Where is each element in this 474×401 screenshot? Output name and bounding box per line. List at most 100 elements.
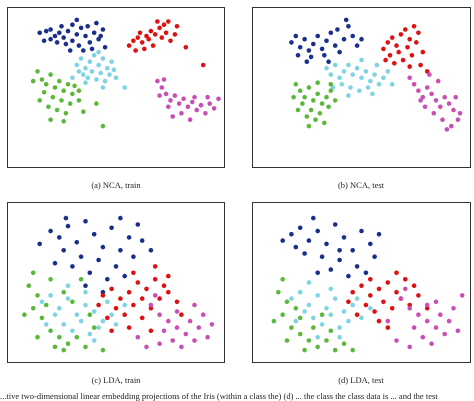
data-point-magenta xyxy=(166,318,171,324)
data-point-magenta xyxy=(422,104,428,110)
data-point-cyan xyxy=(87,331,93,337)
data-point-navy xyxy=(118,248,123,253)
data-point-cyan xyxy=(111,67,117,73)
data-point-cyan xyxy=(330,85,336,90)
data-point-magenta xyxy=(420,94,426,100)
data-point-magenta xyxy=(181,96,186,102)
data-point-cyan xyxy=(346,93,351,98)
data-point-red xyxy=(400,57,406,63)
data-point-cyan xyxy=(359,57,364,63)
data-point-green xyxy=(48,72,53,77)
data-point-magenta xyxy=(446,318,452,324)
data-point-red xyxy=(418,62,423,68)
data-point-navy xyxy=(94,20,99,26)
data-point-green xyxy=(100,123,106,129)
data-point-cyan xyxy=(105,299,110,305)
data-point-cyan xyxy=(337,75,342,81)
data-point-red xyxy=(368,293,373,298)
data-point-cyan xyxy=(311,315,316,321)
data-point-cyan xyxy=(374,62,380,68)
data-point-magenta xyxy=(170,338,175,343)
data-point-navy xyxy=(368,241,373,247)
data-point-cyan xyxy=(96,325,101,330)
data-point-magenta xyxy=(157,341,162,346)
data-point-magenta xyxy=(424,85,430,90)
data-point-red xyxy=(109,286,114,292)
data-point-cyan xyxy=(341,69,347,74)
data-point-cyan xyxy=(359,75,364,81)
data-point-green xyxy=(43,82,49,87)
data-point-navy xyxy=(105,277,110,282)
data-point-red xyxy=(159,35,165,40)
data-point-red xyxy=(113,306,119,311)
data-point-magenta xyxy=(211,106,217,111)
data-point-navy xyxy=(319,46,325,52)
data-point-cyan xyxy=(368,306,373,311)
data-point-magenta xyxy=(161,328,167,334)
data-point-red xyxy=(420,49,426,55)
data-point-magenta xyxy=(451,306,456,311)
data-point-green xyxy=(59,98,64,103)
data-point-green xyxy=(78,277,84,282)
data-point-green xyxy=(319,101,325,106)
scatter-plot-lda-train xyxy=(7,202,225,363)
data-point-magenta xyxy=(179,344,184,350)
data-point-red xyxy=(118,296,123,301)
data-point-red xyxy=(139,40,145,45)
data-point-red xyxy=(131,302,136,308)
data-point-magenta xyxy=(170,114,175,119)
data-point-navy xyxy=(332,222,338,227)
data-point-cyan xyxy=(74,312,80,317)
data-point-magenta xyxy=(187,318,193,324)
data-point-cyan xyxy=(81,72,86,77)
data-point-cyan xyxy=(113,322,119,327)
data-point-red xyxy=(376,318,382,324)
data-point-green xyxy=(35,293,40,298)
data-point-magenta xyxy=(407,344,412,350)
data-point-navy xyxy=(57,235,62,240)
data-point-magenta xyxy=(449,123,454,129)
data-point-green xyxy=(48,328,53,334)
data-point-magenta xyxy=(416,88,421,93)
data-point-cyan xyxy=(306,302,312,308)
data-point-cyan xyxy=(341,309,347,314)
data-point-red xyxy=(354,312,360,317)
data-point-magenta xyxy=(176,101,182,106)
data-point-navy xyxy=(63,41,69,47)
data-point-green xyxy=(300,101,305,106)
data-point-navy xyxy=(113,264,119,269)
data-point-cyan xyxy=(350,302,355,308)
data-point-navy xyxy=(346,273,351,279)
data-point-green xyxy=(94,101,99,106)
data-point-red xyxy=(372,309,377,314)
data-point-magenta xyxy=(438,104,443,110)
data-point-navy xyxy=(335,27,340,32)
data-point-cyan xyxy=(43,322,49,327)
data-point-magenta xyxy=(192,302,197,308)
data-point-cyan xyxy=(96,49,101,55)
data-point-green xyxy=(48,277,53,282)
data-point-red xyxy=(174,299,180,305)
data-point-navy xyxy=(322,53,327,58)
data-point-navy xyxy=(100,244,106,250)
data-point-navy xyxy=(308,54,314,60)
data-point-navy xyxy=(48,228,53,234)
data-point-magenta xyxy=(172,93,178,98)
data-point-magenta xyxy=(407,306,412,311)
data-point-green xyxy=(295,107,301,113)
data-point-navy xyxy=(337,49,342,55)
data-point-red xyxy=(148,306,154,311)
data-point-navy xyxy=(83,219,88,224)
data-point-navy xyxy=(109,225,114,231)
data-point-green xyxy=(83,344,88,350)
data-point-navy xyxy=(87,40,93,45)
data-point-green xyxy=(280,312,285,317)
data-point-navy xyxy=(74,240,80,245)
data-point-magenta xyxy=(427,72,432,77)
data-point-navy xyxy=(52,260,58,266)
panel-nca-train xyxy=(7,7,225,168)
data-point-cyan xyxy=(289,296,294,301)
data-point-magenta xyxy=(157,93,162,98)
data-point-green xyxy=(306,338,312,343)
data-point-navy xyxy=(37,30,42,36)
